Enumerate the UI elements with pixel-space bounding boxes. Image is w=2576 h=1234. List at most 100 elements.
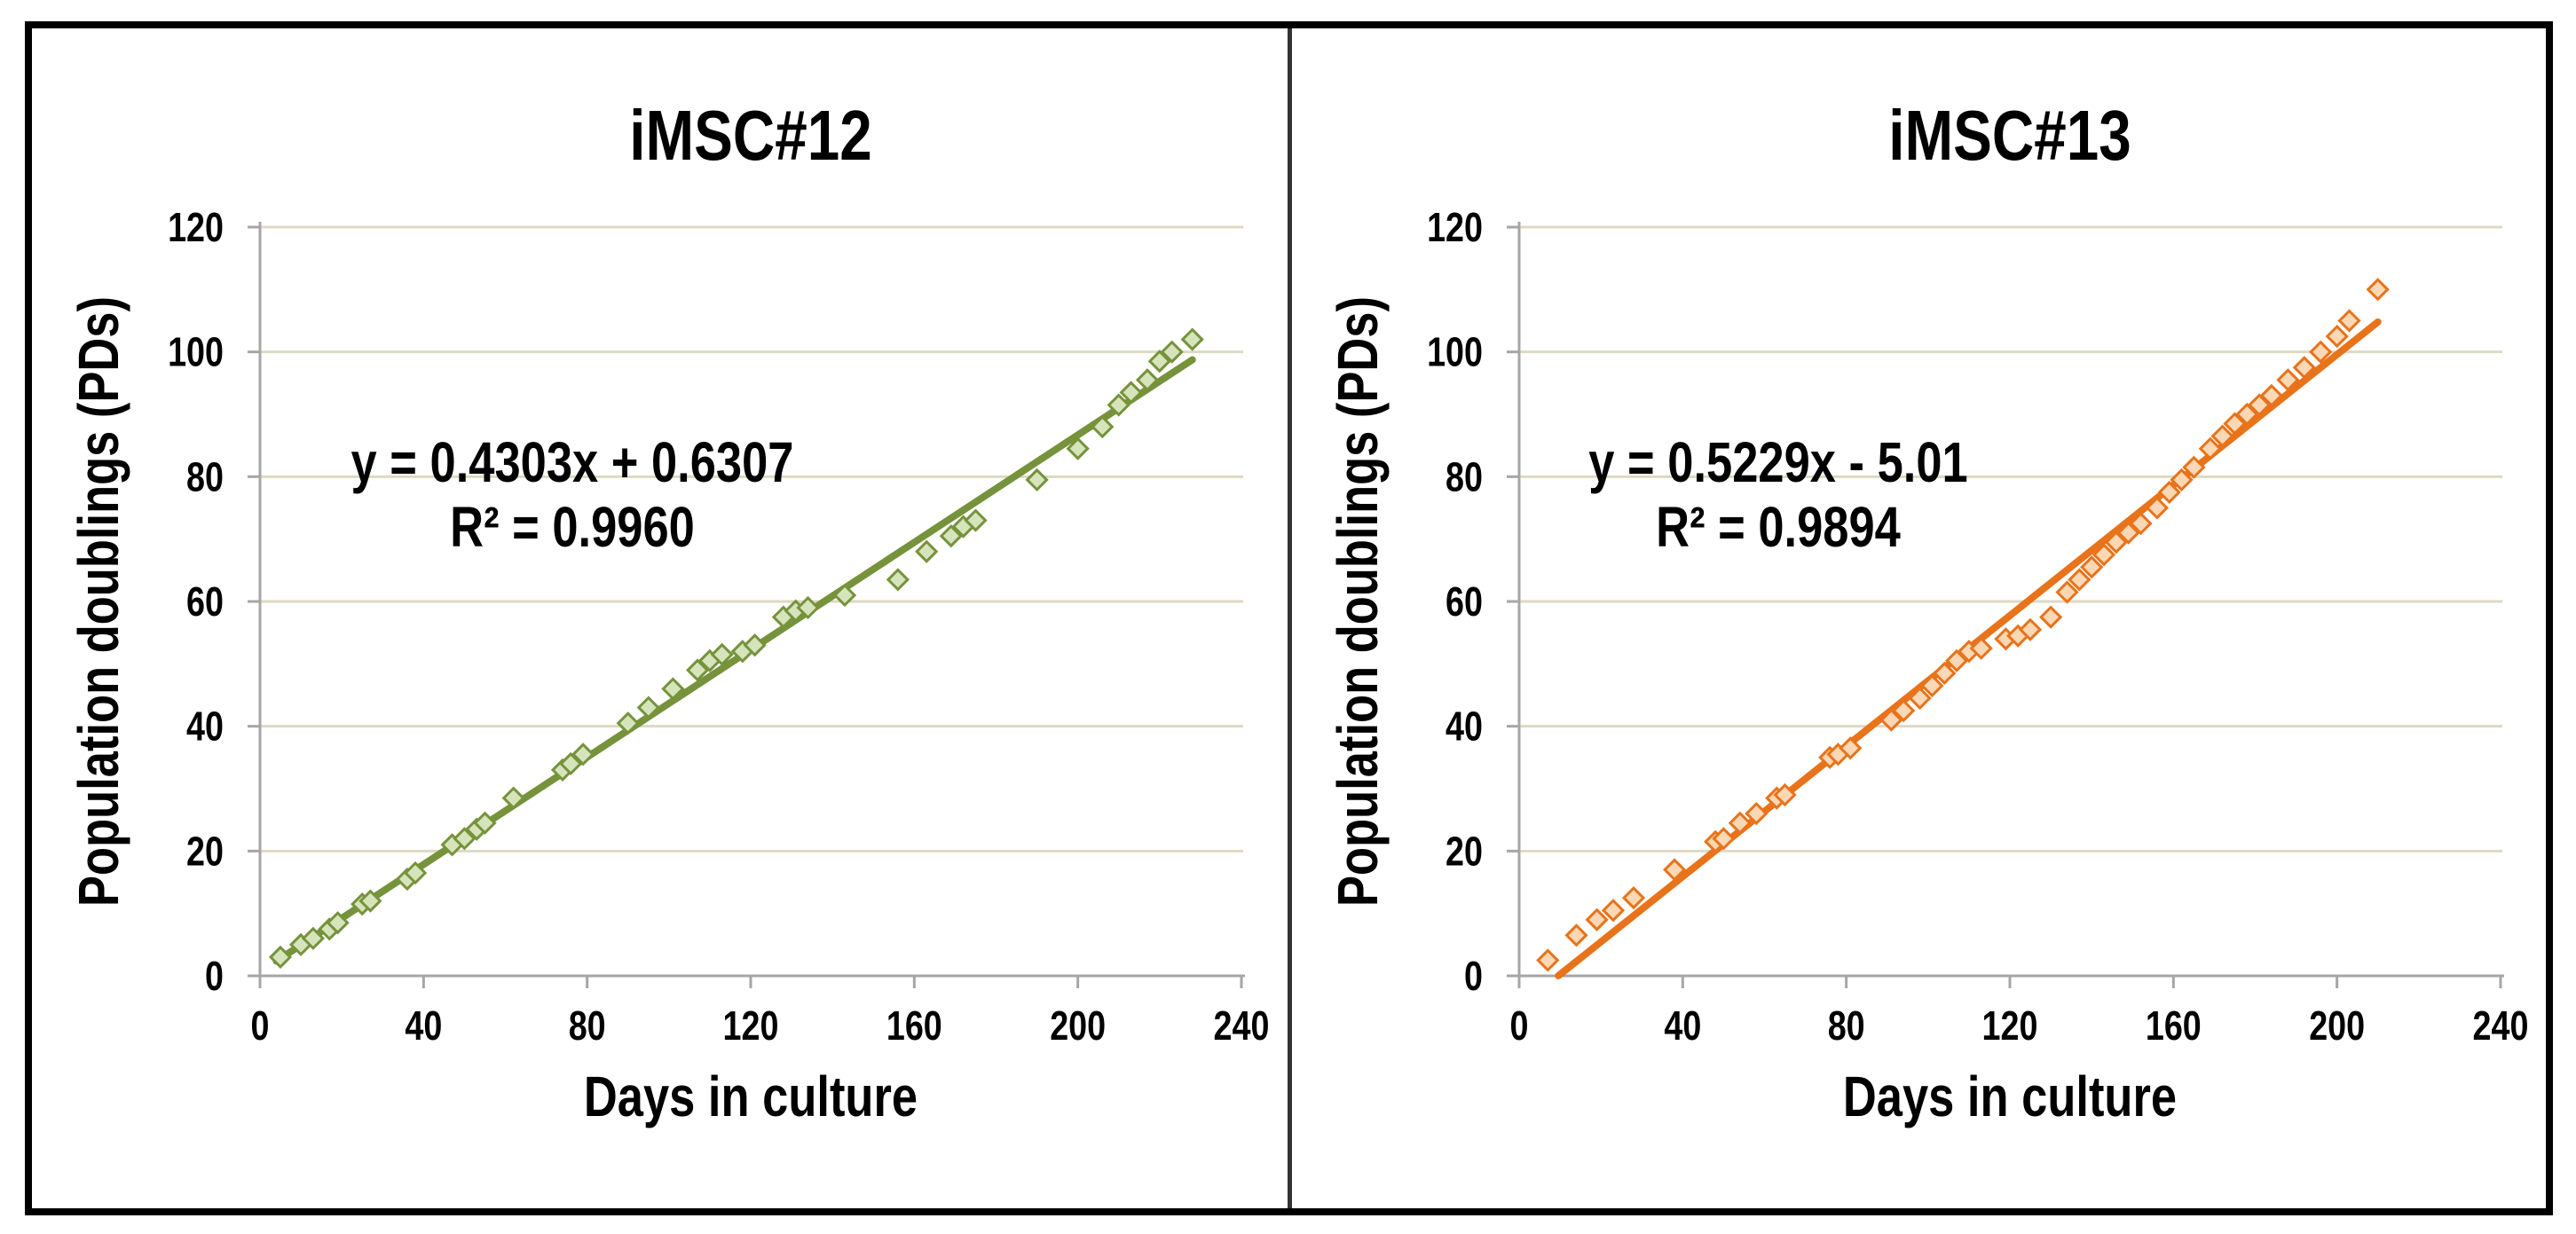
y-tick-label: 20: [1446, 829, 1483, 874]
x-axis-title: Days in culture: [584, 1065, 918, 1128]
data-point: [1119, 381, 1143, 405]
y-tick-label: 120: [1427, 204, 1483, 249]
data-point: [1536, 948, 1560, 972]
data-point: [2055, 580, 2079, 604]
data-point: [1585, 908, 1609, 931]
panel-divider: [1288, 28, 1292, 1208]
data-point: [1601, 899, 1626, 923]
x-tick-label: 120: [1982, 1002, 2038, 1048]
data-point: [2223, 412, 2247, 436]
data-point: [358, 889, 382, 913]
data-point: [2210, 424, 2234, 448]
y-tick-label: 80: [1446, 454, 1483, 499]
data-point: [915, 539, 939, 563]
data-point: [268, 945, 293, 970]
x-tick-label: 160: [886, 1002, 942, 1048]
x-tick-label: 160: [2146, 1002, 2202, 1048]
data-point: [2170, 468, 2194, 492]
data-point: [2235, 402, 2259, 427]
data-point: [2104, 531, 2128, 554]
x-axis-title: Days in culture: [1843, 1065, 2177, 1128]
data-point: [473, 811, 497, 835]
data-point: [559, 751, 583, 776]
data-point: [2018, 617, 2043, 641]
data-point: [2182, 455, 2206, 479]
data-point: [1160, 340, 1184, 364]
data-point: [2092, 543, 2116, 567]
data-point: [616, 711, 640, 735]
data-point: [2309, 340, 2333, 364]
data-point: [453, 827, 477, 851]
data-point: [1091, 414, 1115, 439]
data-point: [2198, 436, 2222, 460]
y-tick-label: 80: [186, 454, 224, 499]
y-tick-label: 100: [168, 329, 224, 374]
data-point: [571, 743, 595, 766]
data-point: [1879, 708, 1903, 732]
data-point: [1135, 368, 1160, 392]
data-point: [2325, 324, 2349, 349]
x-tick-label: 200: [2309, 1002, 2365, 1048]
data-point: [685, 658, 710, 682]
x-tick-label: 120: [723, 1002, 779, 1048]
data-point: [1728, 811, 1752, 835]
y-tick-label: 40: [1446, 703, 1483, 749]
data-point: [832, 583, 857, 608]
chart-title: iMSC#13: [1888, 96, 2131, 176]
data-point: [939, 524, 963, 548]
data-point: [743, 633, 767, 657]
data-point: [1745, 801, 1769, 826]
equation-label: y = 0.5229x - 5.01: [1588, 431, 1967, 494]
y-tick-label: 40: [186, 703, 224, 749]
y-tick-label: 100: [1427, 329, 1483, 374]
x-tick-label: 0: [251, 1002, 270, 1048]
r-squared-label: R² = 0.9894: [1656, 496, 1901, 559]
data-point: [1180, 327, 1204, 351]
data-point: [2247, 393, 2272, 417]
data-point: [1107, 393, 1130, 417]
x-tick-label: 240: [2473, 1002, 2529, 1048]
data-point: [964, 508, 988, 532]
data-point: [2080, 555, 2104, 579]
y-axis-title: Population doublings (PDs): [1327, 296, 1390, 907]
data-point: [403, 861, 428, 885]
y-tick-label: 60: [1446, 578, 1483, 624]
data-point: [2276, 368, 2300, 392]
y-tick-label: 0: [1464, 953, 1483, 998]
data-point: [1147, 350, 1171, 373]
data-point: [1920, 673, 1944, 698]
data-point: [2068, 568, 2092, 592]
x-tick-label: 80: [569, 1002, 606, 1048]
trendline: [272, 356, 1196, 965]
x-tick-label: 80: [1828, 1002, 1865, 1048]
data-point: [1933, 661, 1957, 686]
data-point: [1066, 436, 1090, 460]
data-point: [710, 642, 734, 666]
data-point: [1564, 924, 1588, 947]
data-point: [661, 677, 685, 701]
data-point: [2337, 309, 2361, 333]
data-point: [326, 911, 350, 935]
data-point: [1773, 782, 1797, 807]
r-squared-label: R² = 0.9960: [450, 496, 695, 559]
x-tick-label: 40: [1664, 1002, 1701, 1048]
chart-title: iMSC#12: [629, 96, 871, 176]
y-axis-title: Population doublings (PDs): [67, 296, 130, 907]
x-tick-label: 40: [405, 1002, 442, 1048]
data-point: [2038, 605, 2063, 629]
data-point: [1892, 698, 1916, 723]
data-point: [796, 595, 820, 620]
data-point: [636, 696, 660, 719]
y-tick-label: 60: [186, 578, 224, 624]
data-point: [2145, 496, 2170, 520]
data-point: [1908, 686, 1932, 711]
data-point: [2157, 480, 2181, 505]
x-tick-label: 240: [1214, 1002, 1270, 1048]
y-tick-label: 120: [168, 204, 224, 249]
data-point: [1662, 858, 1687, 882]
data-point: [1712, 827, 1736, 851]
data-point: [1969, 636, 1993, 660]
data-point: [301, 926, 326, 950]
